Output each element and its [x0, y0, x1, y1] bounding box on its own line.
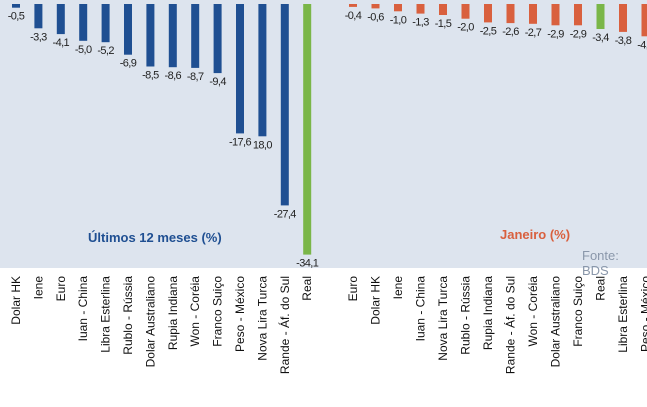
chart-1-bar — [34, 4, 43, 29]
chart-1-category-label: Iuan - China — [76, 276, 90, 342]
chart-1-category-label: Franco Suiço — [211, 276, 225, 347]
chart-1-category-label: Real — [300, 276, 314, 301]
chart-1-value-label: -9,4 — [209, 76, 226, 88]
chart-1-value-label: -3,3 — [30, 31, 47, 43]
chart-1-value-label: -27,4 — [274, 208, 297, 220]
chart-2-value-label: -1,3 — [412, 17, 429, 29]
chart-2-category-label: Won - Coréia — [526, 276, 540, 347]
chart-1-bar — [146, 4, 155, 67]
chart-2-value-label: -2,7 — [525, 27, 542, 39]
chart-2-value-label: -2,0 — [457, 22, 474, 34]
chart-2-category-label: Dolar Australiano — [549, 276, 563, 368]
chart-1-category-label: Peso - México — [233, 276, 247, 352]
chart-1-bar — [124, 4, 132, 55]
chart-1-bar — [12, 4, 20, 8]
chart-2-bar — [529, 4, 537, 24]
chart-2-value-label: -2,9 — [547, 28, 564, 40]
chart-1-bar — [56, 4, 65, 35]
chart-2-value-label: -2,5 — [480, 25, 497, 37]
chart-2-category-label: Iuan - China — [414, 276, 428, 342]
chart-1-category-label: Dolar Australiano — [143, 276, 157, 368]
chart-2-category-label: Franco Suiço — [571, 276, 585, 347]
chart-1-value-label: -0,5 — [8, 11, 25, 23]
chart-2-value-label: -2,9 — [570, 28, 587, 40]
chart-2-bar — [484, 4, 492, 23]
chart-2-category-label: Rande - Áf. do Sul — [503, 276, 518, 374]
chart-1-title: Últimos 12 meses (%) — [88, 230, 222, 245]
chart-1-category-label: Dolar HK — [9, 276, 23, 325]
chart-2-category-label: Euro — [346, 276, 360, 302]
chart-2-bar — [641, 4, 647, 37]
chart-1-value-label: -34,1 — [296, 258, 319, 270]
chart-1-category-label: Nova Lira Turca — [255, 276, 269, 361]
chart-2-bar — [619, 4, 627, 32]
chart-1-bar — [213, 4, 222, 74]
chart-1-category-label: Rande - Áf. do Sul — [277, 276, 292, 374]
chart-2-bar — [416, 4, 425, 14]
chart-1-value-label: -4,1 — [53, 37, 70, 49]
chart-1-bar — [280, 4, 289, 206]
chart-1-bar — [79, 4, 88, 41]
chart-1-bar — [191, 4, 200, 68]
source-note: Fonte: BDS — [582, 248, 619, 278]
chart-2-bar — [349, 4, 357, 7]
chart-2-value-label: -2,6 — [502, 26, 519, 38]
chart-1-bar — [168, 4, 177, 68]
chart-2-category-label: Real — [594, 276, 608, 301]
chart-2-value-label: -1,5 — [435, 18, 452, 30]
chart-2-category-label: Peso - México — [639, 276, 647, 352]
chart-1-value-label: -5,0 — [75, 44, 92, 56]
chart-1-bar — [303, 4, 312, 255]
chart-2-category-label: Iene — [391, 276, 405, 300]
chart-1-bar — [258, 4, 267, 137]
chart-1-category-label: Rublo - Rússia — [121, 276, 135, 355]
chart-2-category-label: Dolar HK — [369, 276, 383, 325]
chart-2-value-label: -0,6 — [367, 11, 384, 23]
chart-2-bar — [371, 4, 380, 9]
chart-1-category-label: Rupia Indiana — [166, 276, 180, 350]
chart-1-value-label: -17,6 — [229, 136, 252, 148]
chart-2-bar — [461, 4, 470, 19]
chart-2-value-label: -3,4 — [592, 32, 609, 44]
chart-2-category-label: Libra Esterlina — [616, 276, 630, 353]
chart-1-value-label: -8,6 — [165, 70, 182, 82]
plot-background — [0, 0, 647, 268]
chart-2-value-label: -1,0 — [390, 14, 407, 26]
chart-2-value-label: -3,8 — [615, 35, 632, 47]
chart-1-category-label: Iene — [31, 276, 45, 300]
chart-2-bar — [551, 4, 560, 26]
chart-2-bar — [506, 4, 515, 24]
chart-1-category-label: Euro — [54, 276, 68, 302]
chart-1-value-label: -8,7 — [187, 71, 204, 83]
chart-1-value-label: -5,2 — [97, 45, 114, 57]
chart-2-category-label: Rublo - Rússia — [459, 276, 473, 355]
chart-1-bar — [101, 4, 110, 43]
chart-2-bar — [574, 4, 582, 26]
chart-1-value-label: 18,0 — [253, 139, 272, 151]
chart-1-value-label: -6,9 — [120, 58, 137, 70]
chart-1-bar — [236, 4, 244, 134]
chart-2-value-label: -0,4 — [345, 10, 362, 22]
chart-1-category-label: Libra Esterlina — [99, 276, 113, 353]
chart-1-category-label: Won - Coréia — [188, 276, 202, 347]
chart-2-bar — [596, 4, 605, 29]
chart-2-title: Janeiro (%) — [500, 227, 571, 242]
chart-2-value-label: -4,4 — [637, 39, 647, 51]
chart-2-bar — [439, 4, 447, 15]
chart-2-category-label: Rupia Indiana — [481, 276, 495, 350]
chart-2-category-label: Nova Lira Turca — [436, 276, 450, 361]
chart-1-value-label: -8,5 — [142, 70, 159, 82]
chart-2-bar — [394, 4, 402, 12]
